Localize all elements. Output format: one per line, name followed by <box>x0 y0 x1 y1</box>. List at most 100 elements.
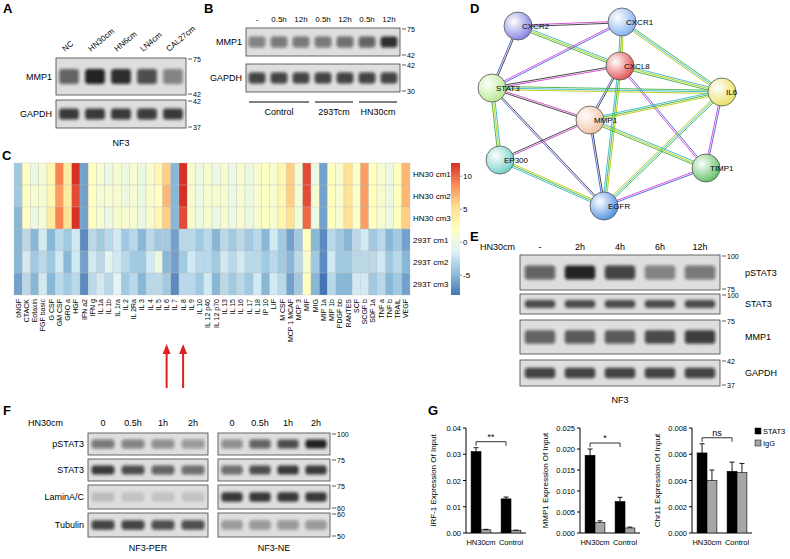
cell <box>344 229 352 251</box>
error-bar <box>709 470 714 481</box>
cell <box>88 273 96 295</box>
bar <box>481 530 491 533</box>
band <box>605 266 635 280</box>
tick-label: 0.010 <box>556 487 575 496</box>
tick-label: 0.02 <box>446 477 461 486</box>
cell <box>352 163 360 185</box>
column-label: SDF 1a <box>369 299 376 323</box>
band <box>381 36 398 47</box>
blot-box <box>218 433 330 455</box>
bar <box>707 481 717 534</box>
cell <box>105 229 113 251</box>
error-bar <box>618 497 623 501</box>
cell <box>394 163 402 185</box>
column-label: GM CSF <box>56 299 63 326</box>
cell <box>303 163 311 185</box>
cell <box>402 251 410 273</box>
cell <box>212 185 220 207</box>
cell <box>130 251 138 273</box>
cell <box>80 229 88 251</box>
column-label: IL 9 <box>188 299 195 311</box>
cell <box>352 273 360 295</box>
category-label: Control <box>613 538 638 547</box>
colorbar-label: 5 <box>463 205 468 214</box>
band <box>305 466 326 475</box>
cell <box>187 273 195 295</box>
cell <box>394 273 402 295</box>
band <box>525 330 555 344</box>
row-label: GAPDH <box>745 368 777 378</box>
lane-label: 12h <box>338 15 351 24</box>
cell <box>352 207 360 229</box>
mw-marker: 30 <box>407 88 415 95</box>
cell <box>245 273 253 295</box>
lane-label: HN6cm <box>113 29 139 53</box>
cell <box>187 207 195 229</box>
cell <box>204 273 212 295</box>
mw-tick <box>722 289 726 290</box>
error-bar <box>597 521 602 523</box>
cell <box>229 273 237 295</box>
cell <box>14 163 22 185</box>
cell <box>187 163 195 185</box>
cell <box>245 207 253 229</box>
row-label: STAT3 <box>745 299 772 309</box>
cell <box>204 185 212 207</box>
y-tick <box>577 449 580 450</box>
band <box>359 72 376 83</box>
lane-label: CAL27cm <box>165 24 198 54</box>
cell <box>97 251 105 273</box>
lane-label: HN30cm <box>87 26 117 53</box>
cell <box>311 273 319 295</box>
band <box>249 36 266 47</box>
cell <box>262 185 270 207</box>
cell <box>336 185 344 207</box>
cell <box>88 185 96 207</box>
column-label: IL 2 <box>122 299 129 311</box>
group-line <box>315 102 353 103</box>
edge <box>604 167 706 205</box>
band <box>277 520 298 530</box>
band <box>137 69 157 84</box>
cell <box>187 251 195 273</box>
bar <box>511 531 521 533</box>
column-label: bNGF <box>15 299 22 318</box>
panel-label: B <box>204 1 213 16</box>
mw-marker: 75 <box>337 483 345 490</box>
blot-box <box>218 513 330 537</box>
cell <box>121 185 129 207</box>
cell <box>303 207 311 229</box>
cell <box>245 185 253 207</box>
cell <box>220 251 228 273</box>
row-label: 293T cm2 <box>413 258 449 267</box>
cell <box>402 207 410 229</box>
band <box>152 492 175 502</box>
cell <box>328 207 336 229</box>
cell <box>146 273 154 295</box>
bars <box>471 448 521 533</box>
bar <box>585 455 595 533</box>
colorbar-label: 10 <box>463 172 472 181</box>
band <box>59 69 79 84</box>
cell <box>286 207 294 229</box>
cell <box>237 185 245 207</box>
edge <box>621 23 721 93</box>
cell <box>31 163 39 185</box>
cell <box>22 163 30 185</box>
band <box>182 520 205 530</box>
column-label: VEGF <box>402 299 409 318</box>
column-label: IL 12 p40 <box>204 299 212 328</box>
band <box>525 266 555 280</box>
cell <box>72 251 80 273</box>
cell <box>303 229 311 251</box>
category-label: HN30cm <box>466 538 495 547</box>
row-label: 293T cm1 <box>413 236 449 245</box>
legend-swatch <box>755 440 761 446</box>
tick-label: 0.000 <box>668 529 687 538</box>
cell <box>171 163 179 185</box>
cell <box>303 273 311 295</box>
cell <box>22 185 30 207</box>
cell <box>113 185 121 207</box>
row-label: GAPDH <box>20 109 52 119</box>
mw-tick <box>332 486 336 487</box>
